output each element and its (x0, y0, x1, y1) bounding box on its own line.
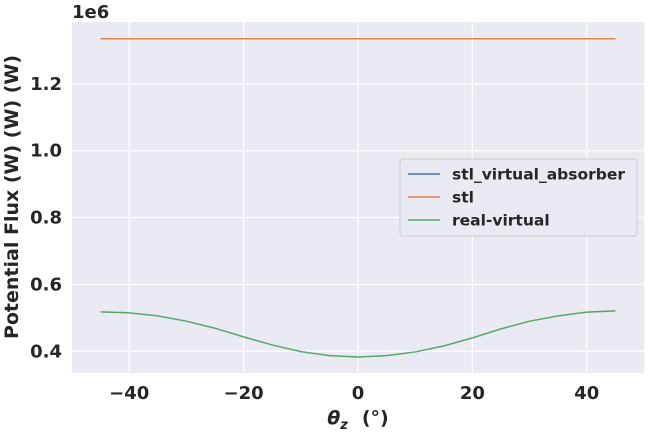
x-axis-subscript: z (339, 418, 348, 432)
legend-box (399, 158, 638, 237)
grid (72, 22, 644, 373)
y-axis-label: Potential Flux (W) (W) (W) (1, 55, 23, 339)
legend-entry-stl: stl (452, 189, 474, 207)
x-axis-unit: (°) (362, 407, 389, 429)
y-tick-label: 0.6 (30, 274, 62, 295)
y-tick-label: 0.8 (30, 208, 62, 229)
legend-entry-real-virtual: real-virtual (452, 212, 550, 230)
x-tick-label: 20 (460, 383, 485, 404)
y-offset-label: 1e6 (72, 2, 109, 23)
y-tick-labels: 0.4 0.6 0.8 1.0 1.2 (30, 74, 62, 362)
x-tick-labels: −40 −20 0 20 40 (109, 383, 599, 404)
x-tick-label: −40 (109, 383, 149, 404)
legend-entry-stl_virtual_absorber: stl_virtual_absorber (452, 166, 625, 184)
y-tick-label: 1.0 (30, 141, 62, 162)
series-lines (100, 37, 616, 358)
y-tick-label: 1.2 (30, 74, 62, 95)
x-axis-symbol: θ (327, 407, 340, 429)
x-tick-label: −20 (224, 383, 264, 404)
x-tick-label: 40 (574, 383, 599, 404)
y-tick-label: 0.4 (30, 341, 62, 362)
x-tick-label: 0 (352, 383, 365, 404)
x-axis-label: θz (°) (327, 407, 389, 432)
series-line-real-virtual (100, 310, 616, 358)
